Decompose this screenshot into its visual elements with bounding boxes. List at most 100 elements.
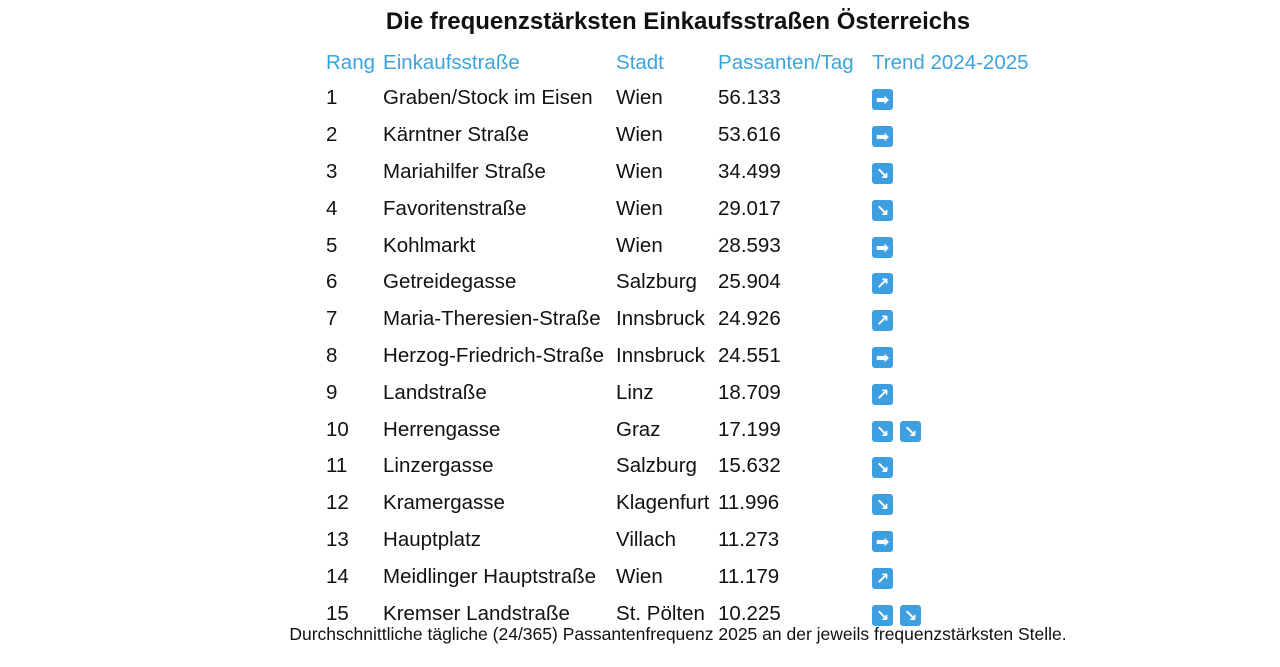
cell-trend: ↘ (868, 448, 1036, 485)
cell-passersby: 53.616 (718, 123, 781, 147)
cell-street: Landstraße (383, 380, 487, 404)
cell-rank: 1 (326, 86, 338, 110)
arrow-right-icon: ➡ (872, 347, 894, 369)
table-row: 5 Kohlmarkt Wien 28.593 ➡ (318, 227, 1036, 264)
table-row: 11 Linzergasse Salzburg 15.632 ↘ (318, 448, 1036, 485)
cell-city: Linz (616, 380, 654, 404)
cell-passersby: 17.199 (718, 417, 781, 441)
cell-rank: 4 (326, 196, 338, 220)
table-row: 7 Maria-Theresien-Straße Innsbruck 24.926 ↗ (318, 301, 1036, 338)
cell-rank: 8 (326, 343, 338, 367)
arrow-right-icon: ➡ (872, 236, 894, 258)
cell-street: Kärntner Straße (383, 123, 529, 147)
cell-city: Wien (616, 233, 663, 257)
cell-rank: 9 (326, 380, 338, 404)
cell-trend: ↘ ↘ (868, 411, 1036, 448)
cell-street: Kremser Landstraße (383, 601, 570, 625)
arrow-up-right-icon: ↗ (872, 383, 894, 405)
cell-passersby: 24.551 (718, 343, 781, 367)
arrow-right-icon: ➡ (872, 531, 894, 553)
column-header-street: Einkaufsstraße (383, 51, 520, 74)
cell-city: Wien (616, 123, 663, 147)
cell-passersby: 24.926 (718, 307, 781, 331)
cell-street: Graben/Stock im Eisen (383, 86, 593, 110)
cell-trend: ➡ (868, 522, 1036, 559)
cell-street: Maria-Theresien-Straße (383, 307, 601, 331)
cell-rank: 14 (326, 564, 349, 588)
cell-street: Linzergasse (383, 454, 494, 478)
cell-trend: ↗ (868, 301, 1036, 338)
table-row: 9 Landstraße Linz 18.709 ↗ (318, 374, 1036, 411)
arrow-down-right-icon: ↘ (872, 604, 894, 626)
cell-passersby: 18.709 (718, 380, 781, 404)
cell-rank: 11 (326, 454, 348, 478)
table-header-row: Rang Einkaufsstraße Stadt Passanten/Tag … (318, 46, 1036, 80)
table-row: 10 Herrengasse Graz 17.199 ↘ ↘ (318, 411, 1036, 448)
cell-rank: 3 (326, 159, 338, 183)
cell-rank: 12 (326, 491, 349, 515)
arrow-right-icon: ➡ (872, 89, 894, 111)
cell-rank: 5 (326, 233, 338, 257)
cell-street: Mariahilfer Straße (383, 159, 546, 183)
cell-street: Kramergasse (383, 491, 505, 515)
cell-city: Villach (616, 527, 677, 551)
arrow-up-right-icon: ↗ (872, 310, 894, 332)
cell-passersby: 29.017 (718, 196, 781, 220)
cell-passersby: 11.179 (718, 564, 780, 588)
table-body: 1 Graben/Stock im Eisen Wien 56.133 ➡ 2 Kärntn… (318, 80, 1036, 632)
cell-rank: 10 (326, 417, 349, 441)
table-row: 8 Herzog-Friedrich-Straße Innsbruck 24.551 ➡ (318, 338, 1036, 375)
cell-passersby: 11.273 (718, 527, 780, 551)
table-row: 15 Kremser Landstraße St. Pölten 10.225 ↘ ↘ (318, 595, 1036, 632)
cell-trend: ↗ (868, 374, 1036, 411)
cell-passersby: 25.904 (718, 270, 781, 294)
cell-city: Graz (616, 417, 661, 441)
cell-street: Hauptplatz (383, 527, 482, 551)
cell-trend: ↘ (868, 154, 1036, 191)
arrow-up-right-icon: ↗ (872, 567, 894, 589)
cell-trend: ➡ (868, 227, 1036, 264)
cell-street: Favoritenstraße (383, 196, 527, 220)
shopping-streets-table: Rang Einkaufsstraße Stadt Passanten/Tag … (318, 46, 1036, 632)
arrow-down-right-icon: ↘ (900, 420, 922, 442)
cell-city: Innsbruck (616, 343, 705, 367)
page-title: Die frequenzstärksten Einkaufsstraßen Ös… (385, 8, 971, 35)
cell-city: Salzburg (616, 270, 697, 294)
arrow-down-right-icon: ↘ (872, 494, 894, 516)
cell-city: Wien (616, 86, 663, 110)
cell-city: Innsbruck (616, 307, 705, 331)
cell-trend: ➡ (868, 80, 1036, 117)
arrow-up-right-icon: ↗ (872, 273, 894, 295)
column-header-trend: Trend 2024-2025 (872, 51, 1029, 74)
cell-city: St. Pölten (616, 601, 705, 625)
arrow-down-right-icon: ↘ (872, 457, 894, 479)
cell-passersby: 28.593 (718, 233, 781, 257)
footnote: Durchschnittliche tägliche (24/365) Pass… (289, 624, 1067, 644)
cell-rank: 13 (326, 527, 349, 551)
cell-trend: ↘ ↘ (868, 595, 1036, 632)
column-header-city: Stadt (616, 51, 664, 74)
cell-passersby: 34.499 (718, 159, 781, 183)
cell-rank: 15 (326, 601, 349, 625)
table-row: 12 Kramergasse Klagenfurt 11.996 ↘ (318, 485, 1036, 522)
table-row: 1 Graben/Stock im Eisen Wien 56.133 ➡ (318, 80, 1036, 117)
cell-passersby: 11.996 (718, 491, 780, 515)
cell-passersby: 56.133 (718, 86, 781, 110)
cell-city: Salzburg (616, 454, 697, 478)
table-row: 4 Favoritenstraße Wien 29.017 ↘ (318, 190, 1036, 227)
cell-trend: ➡ (868, 338, 1036, 375)
cell-street: Herrengasse (383, 417, 501, 441)
cell-rank: 6 (326, 270, 338, 294)
arrow-down-right-icon: ↘ (872, 163, 894, 185)
cell-passersby: 15.632 (718, 454, 781, 478)
table-row: 3 Mariahilfer Straße Wien 34.499 ↘ (318, 154, 1036, 191)
cell-city: Wien (616, 564, 663, 588)
table-row: 14 Meidlinger Hauptstraße Wien 11.179 ↗ (318, 558, 1036, 595)
column-header-passersby: Passanten/Tag (718, 51, 854, 74)
cell-street: Meidlinger Hauptstraße (383, 564, 597, 588)
cell-street: Kohlmarkt (383, 233, 476, 257)
cell-city: Wien (616, 196, 663, 220)
arrow-down-right-icon: ↘ (872, 420, 894, 442)
arrow-right-icon: ➡ (872, 126, 894, 148)
cell-passersby: 10.225 (718, 601, 781, 625)
